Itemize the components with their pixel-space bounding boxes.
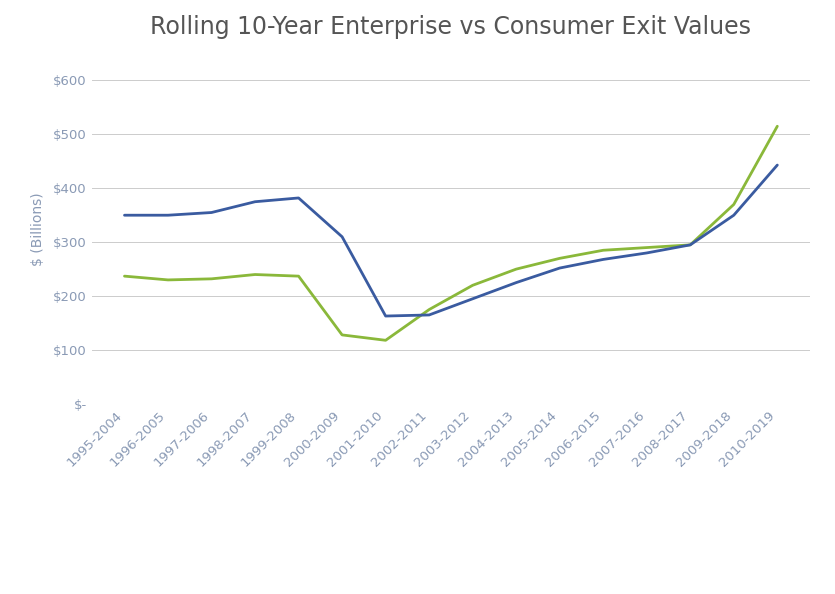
Consumer [642,244,652,251]
Consumer [598,247,608,254]
Consumer [468,282,478,289]
Enterprise [554,264,564,271]
Enterprise [686,241,696,248]
Enterprise [381,312,391,320]
Consumer [554,255,564,262]
Line: Enterprise: Enterprise [124,165,777,316]
Enterprise [468,295,478,302]
Consumer [206,275,216,282]
Consumer [686,241,696,248]
Consumer [381,337,391,344]
Enterprise [250,198,260,206]
Consumer [511,266,521,273]
Consumer [294,273,304,280]
Consumer [250,271,260,278]
Consumer [424,306,434,313]
Title: Rolling 10-Year Enterprise vs Consumer Exit Values: Rolling 10-Year Enterprise vs Consumer E… [150,15,751,39]
Y-axis label: $ (Billions): $ (Billions) [31,192,45,266]
Consumer [119,273,129,280]
Consumer [163,276,173,283]
Enterprise [119,211,129,219]
Enterprise [598,256,608,263]
Enterprise [642,249,652,257]
Enterprise [772,162,782,169]
Enterprise [511,279,521,286]
Consumer [729,201,739,208]
Enterprise [294,194,304,201]
Enterprise [424,311,434,318]
Line: Consumer: Consumer [124,127,777,340]
Consumer [772,123,782,130]
Enterprise [206,209,216,216]
Enterprise [337,233,347,241]
Enterprise [729,211,739,219]
Consumer [337,331,347,339]
Enterprise [163,211,173,219]
